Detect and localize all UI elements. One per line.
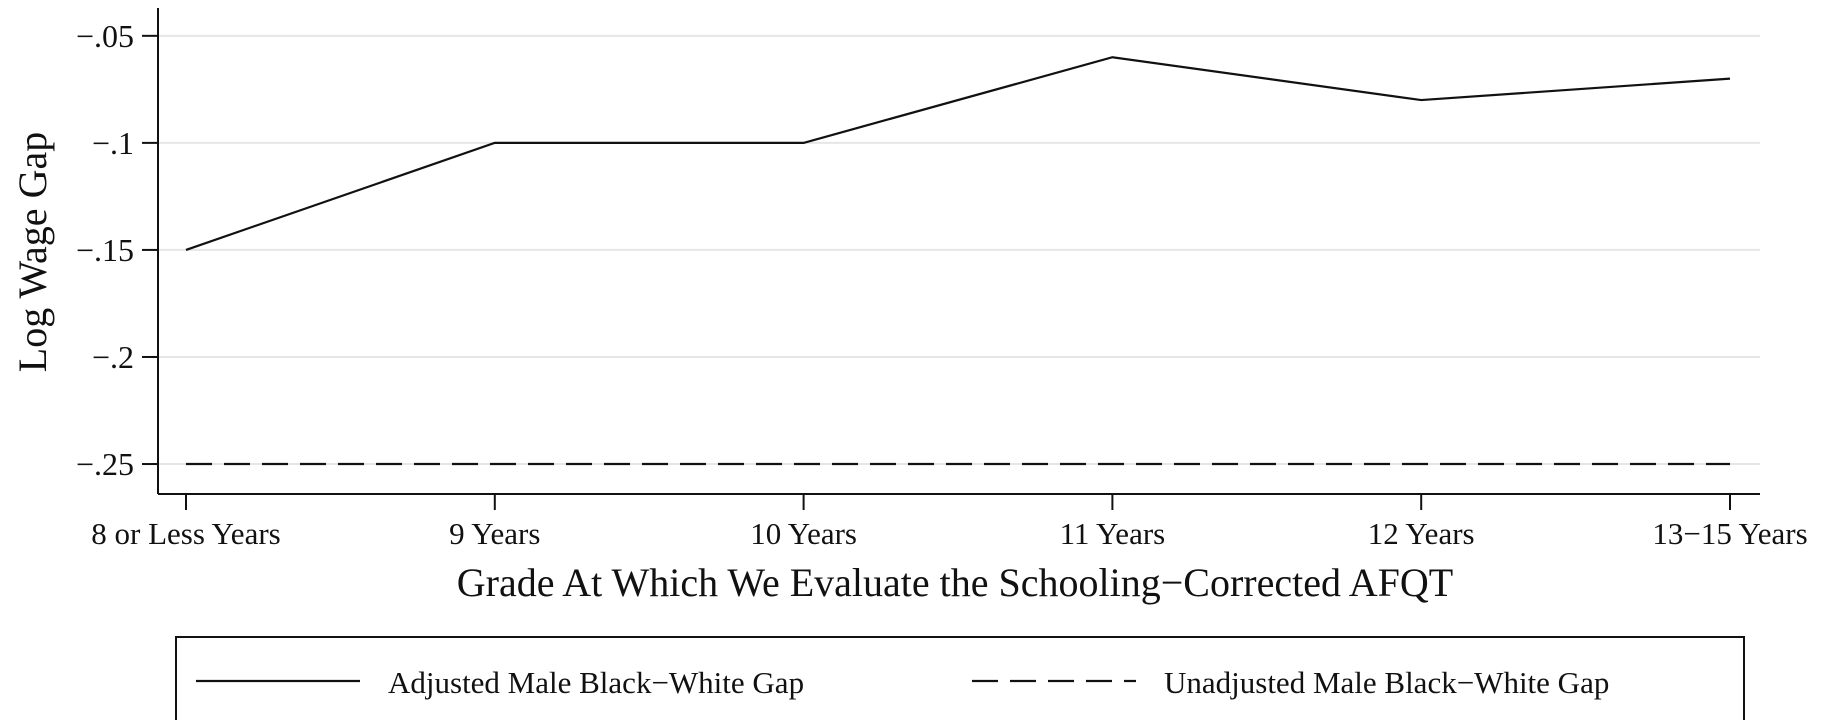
y-ticks: −.05 −.1 −.15 −.2 −.25 [76, 18, 158, 482]
y-axis-title: Log Wage Gap [10, 132, 55, 372]
series-line-adjusted [185, 56, 1731, 251]
x-tick-label: 8 or Less Years [91, 516, 280, 551]
legend-label-adjusted: Adjusted Male Black−White Gap [388, 665, 804, 700]
legend-box [175, 636, 1745, 720]
x-tick-label: 13−15 Years [1652, 516, 1807, 551]
series-lines [185, 56, 1731, 466]
y-tick-label: −.15 [76, 232, 134, 268]
x-axis-title: Grade At Which We Evaluate the Schooling… [457, 560, 1454, 605]
y-tick-label: −.2 [92, 339, 134, 375]
legend: Adjusted Male Black−White Gap Unadjusted… [175, 636, 1745, 720]
x-tick-label: 9 Years [449, 516, 540, 551]
y-tick-label: −.1 [92, 125, 134, 161]
x-tick-label: 10 Years [750, 516, 857, 551]
y-tick-label: −.25 [76, 446, 134, 482]
x-tick-label: 11 Years [1060, 516, 1166, 551]
x-tick-label: 12 Years [1368, 516, 1475, 551]
y-tick-label: −.05 [76, 18, 134, 54]
x-ticks: 8 or Less Years 9 Years 10 Years 11 Years 12… [91, 494, 1808, 551]
legend-label-unadjusted: Unadjusted Male Black−White Gap [1164, 665, 1609, 700]
